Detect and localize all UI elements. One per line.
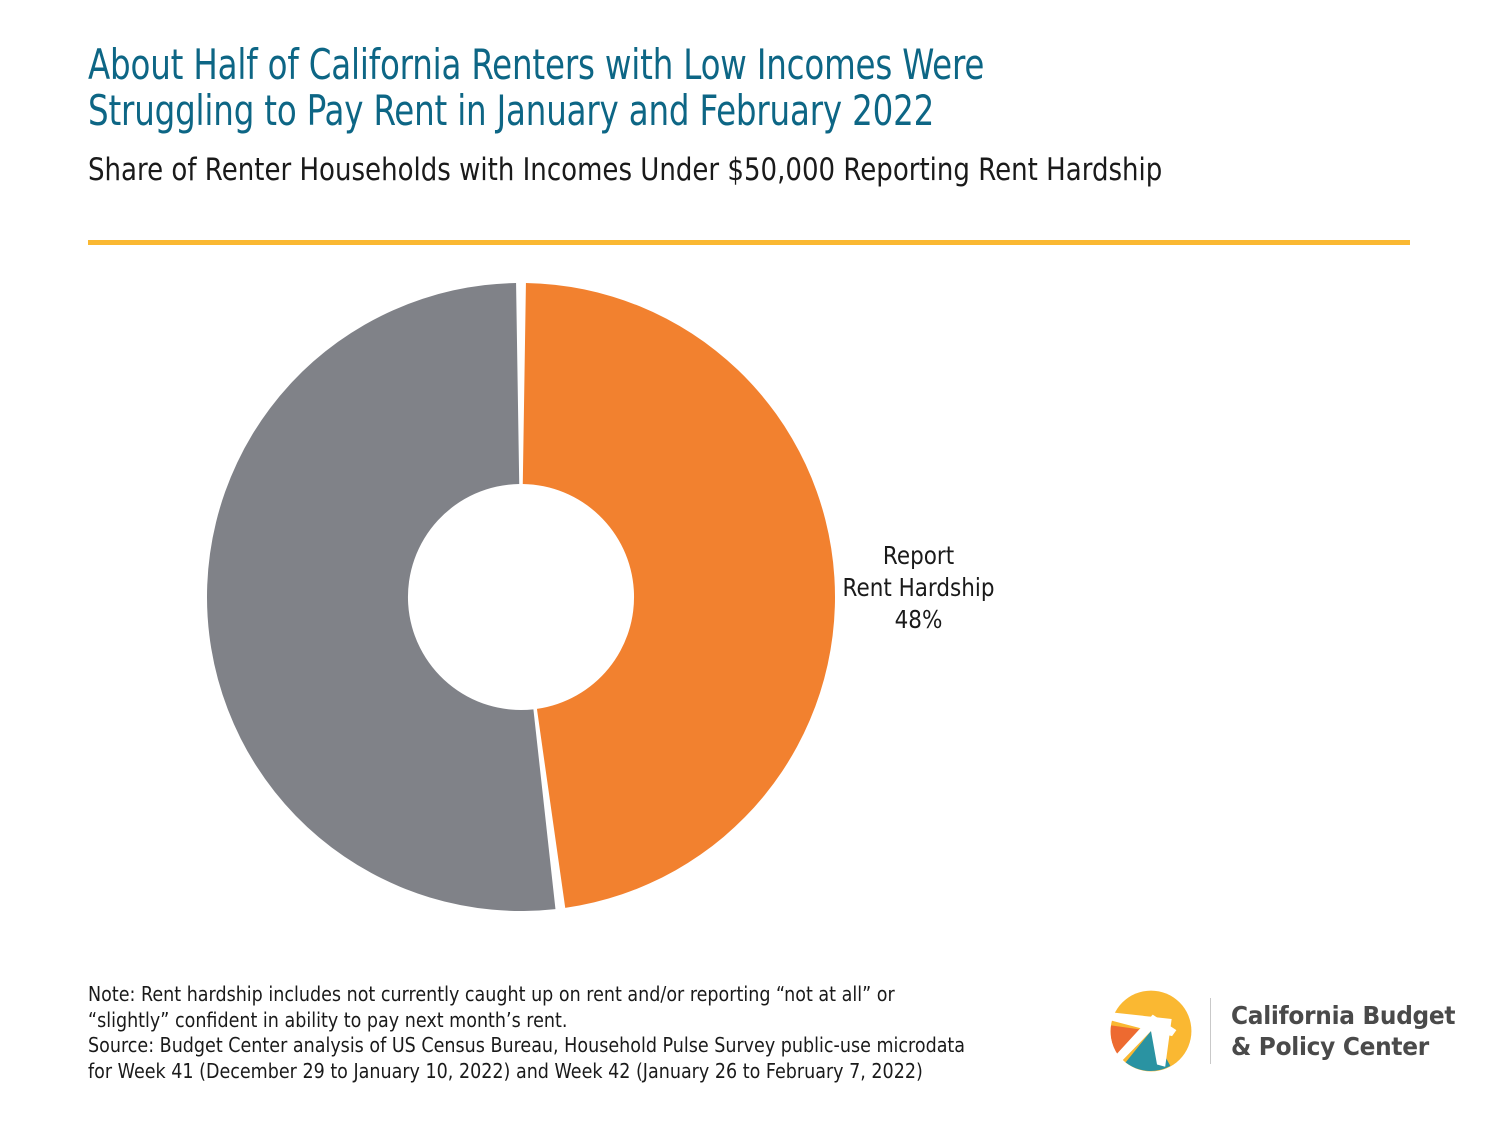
donut-slice-label: Report Rent Hardship 48% [806, 540, 1031, 636]
footnote-source-line-2: for Week 41 (December 29 to January 10, … [88, 1058, 923, 1083]
header: About Half of California Renters with Lo… [88, 40, 1418, 189]
donut-slice-no-hardship[interactable] [207, 283, 556, 912]
donut-label-line2: Rent Hardship [842, 573, 995, 602]
donut-slice-report-rent-hardship[interactable] [522, 283, 836, 908]
footnote-source-line-1: Source: Budget Center analysis of US Cen… [88, 1033, 966, 1057]
donut-chart-svg [207, 283, 836, 912]
donut-chart: Report Rent Hardship 48% [0, 262, 1500, 962]
footnote-note-line-2: “slightly” confident in ability to pay n… [88, 1007, 568, 1032]
organization-logo: California Budget & Policy Center [1108, 988, 1472, 1074]
chart-subtitle: Share of Renter Households with Incomes … [88, 152, 1163, 188]
footnotes: Note: Rent hardship includes not current… [88, 982, 1088, 1084]
logo-divider [1210, 998, 1211, 1064]
page-title: About Half of California Renters with Lo… [88, 40, 985, 135]
donut-label-value: 48% [894, 605, 943, 634]
footnote-note-line-1: Note: Rent hardship includes not current… [88, 982, 895, 1006]
logo-wordmark: California Budget & Policy Center [1231, 1001, 1456, 1061]
budget-center-logo-icon [1110, 990, 1192, 1072]
title-divider-rule [88, 240, 1410, 245]
donut-label-line1: Report [882, 541, 955, 570]
